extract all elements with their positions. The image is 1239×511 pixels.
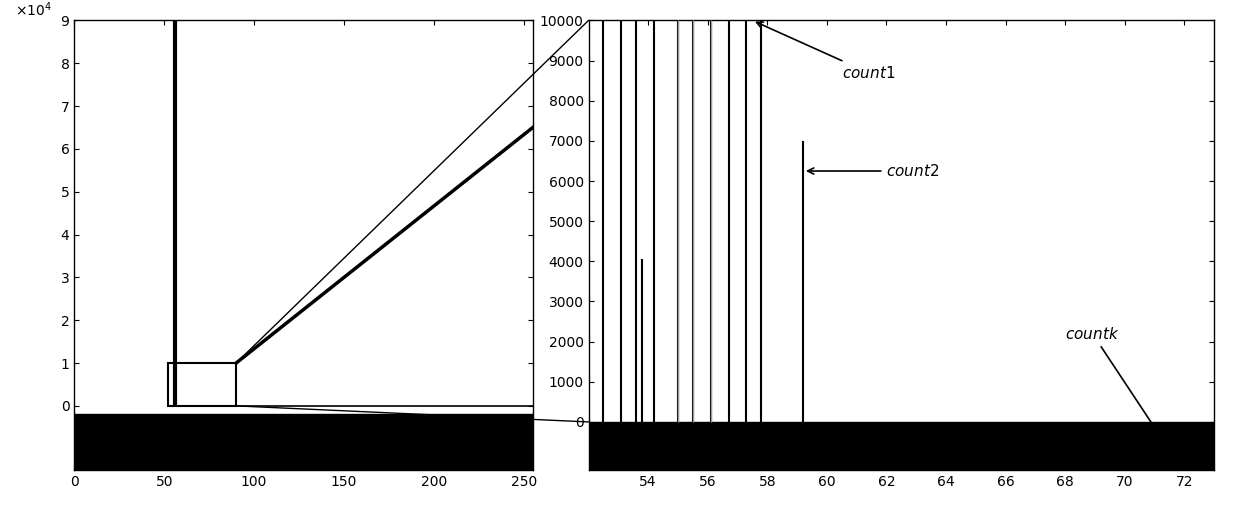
- Text: $\mathit{count2}$: $\mathit{count2}$: [808, 163, 939, 179]
- Text: $\mathit{countk}$: $\mathit{countk}$: [1066, 326, 1167, 446]
- Bar: [167, 363, 237, 406]
- Text: $\mathit{count1}$: $\mathit{count1}$: [757, 22, 895, 81]
- Bar: [589, 422, 1214, 470]
- Text: $\times 10^4$: $\times 10^4$: [15, 1, 52, 19]
- Bar: [74, 414, 533, 470]
